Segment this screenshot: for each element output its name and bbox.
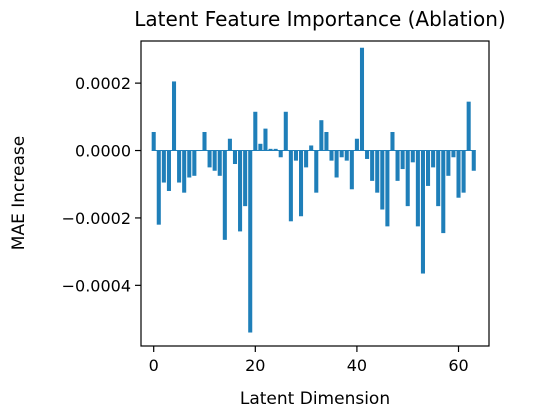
bar-dim-47 xyxy=(390,131,395,151)
bar-dim-7 xyxy=(187,150,192,178)
bar-dim-25 xyxy=(278,150,283,158)
bar-dim-29 xyxy=(298,150,304,217)
bar-dim-36 xyxy=(334,150,339,178)
bar-dim-48 xyxy=(395,150,400,181)
x-axis-ticks: 0 20 40 60 xyxy=(149,346,469,375)
bar-dim-23 xyxy=(268,148,273,151)
x-tick-label: 0 xyxy=(149,356,159,375)
chart-title: Latent Feature Importance (Ablation) xyxy=(134,7,505,31)
x-tick-label: 40 xyxy=(347,356,367,375)
bar-dim-32 xyxy=(314,150,319,193)
bar-dim-2 xyxy=(161,150,166,183)
bar-dim-31 xyxy=(309,145,314,151)
bar-dim-42 xyxy=(365,150,370,159)
bar-dim-46 xyxy=(385,150,390,227)
bar-dim-37 xyxy=(339,150,344,158)
bar-dim-19 xyxy=(248,150,253,333)
bar-dim-45 xyxy=(380,150,385,210)
bar-dim-50 xyxy=(405,150,410,207)
y-tick-label: 0.0002 xyxy=(75,74,131,93)
bar-dim-35 xyxy=(329,150,334,161)
bar-dim-33 xyxy=(319,120,324,151)
bar-dim-41 xyxy=(359,47,365,151)
bar-dim-20 xyxy=(253,111,258,151)
y-axis-label: MAE Increase xyxy=(9,136,29,250)
bar-dim-40 xyxy=(354,138,359,151)
bar-dim-38 xyxy=(344,150,349,161)
bar-dim-63 xyxy=(471,150,476,171)
bar-dim-62 xyxy=(466,101,471,151)
bar-dim-21 xyxy=(258,143,263,151)
bar-dim-28 xyxy=(293,150,298,161)
bar-dim-0 xyxy=(151,131,156,151)
bar-dim-53 xyxy=(420,150,425,274)
bar-dim-12 xyxy=(212,150,217,171)
bar-dim-54 xyxy=(426,150,431,186)
bar-dim-55 xyxy=(431,150,436,168)
bars-group xyxy=(151,47,476,333)
bar-dim-10 xyxy=(202,131,207,151)
bar-dim-5 xyxy=(177,150,182,183)
y-tick-label: −0.0004 xyxy=(62,276,131,295)
bar-dim-61 xyxy=(461,150,466,193)
bar-dim-59 xyxy=(451,150,456,158)
bar-dim-43 xyxy=(370,150,375,181)
y-tick-label: 0.0000 xyxy=(75,142,131,161)
bar-dim-44 xyxy=(375,150,380,193)
y-axis-ticks: −0.0004 −0.0002 0.0000 0.0002 xyxy=(62,74,141,295)
bar-dim-15 xyxy=(227,138,232,151)
bar-dim-60 xyxy=(456,150,461,198)
y-tick-label: −0.0002 xyxy=(62,209,131,228)
x-tick-label: 20 xyxy=(245,356,265,375)
bar-dim-1 xyxy=(156,150,161,225)
bar-dim-16 xyxy=(232,150,238,165)
bar-dim-6 xyxy=(182,150,187,193)
bar-dim-8 xyxy=(192,150,197,176)
bar-dim-14 xyxy=(222,150,227,240)
bar-dim-11 xyxy=(207,150,212,168)
bar-dim-57 xyxy=(441,150,446,234)
bar-dim-30 xyxy=(304,150,309,168)
bar-dim-34 xyxy=(324,131,329,151)
bar-dim-4 xyxy=(171,81,177,151)
bar-dim-24 xyxy=(273,148,278,151)
bar-dim-3 xyxy=(166,150,171,191)
bar-dim-56 xyxy=(436,150,441,207)
bar-dim-22 xyxy=(263,128,268,151)
bar-dim-26 xyxy=(283,111,288,151)
bar-dim-13 xyxy=(217,150,222,176)
bar-dim-51 xyxy=(410,150,415,163)
bar-dim-52 xyxy=(415,150,420,227)
plot-frame xyxy=(140,40,490,347)
bar-dim-39 xyxy=(349,150,354,190)
bar-dim-27 xyxy=(288,150,293,222)
bar-dim-18 xyxy=(243,150,248,207)
x-axis-label: Latent Dimension xyxy=(240,389,390,409)
bar-dim-17 xyxy=(238,150,243,232)
bar-dim-58 xyxy=(446,150,451,176)
bar-dim-49 xyxy=(400,150,405,170)
x-tick-label: 60 xyxy=(448,356,468,375)
